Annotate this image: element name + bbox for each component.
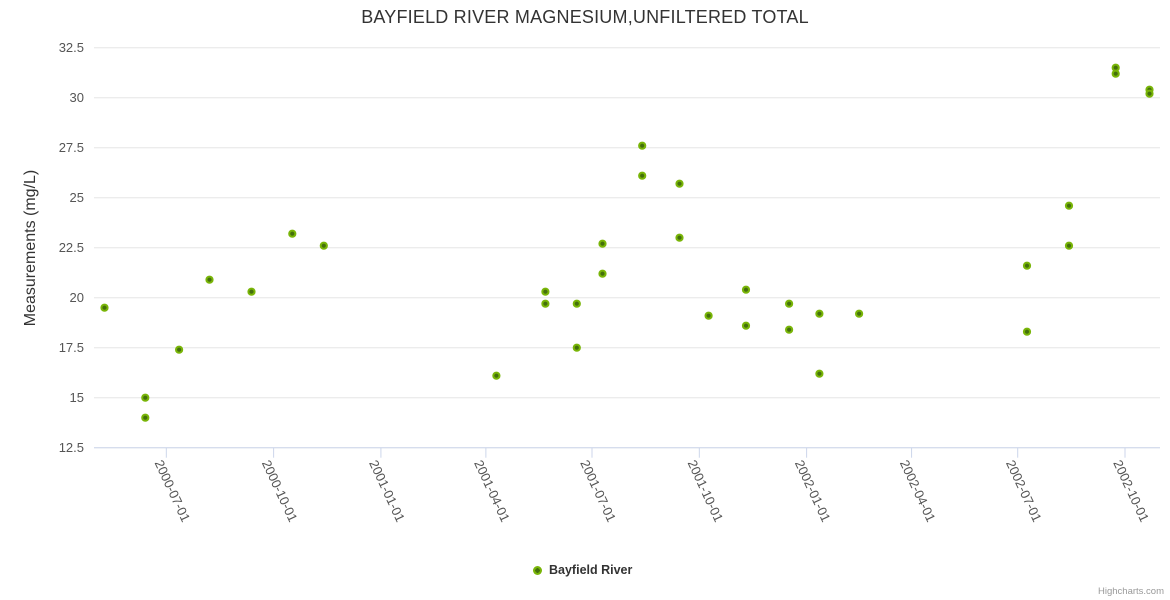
- data-point[interactable]: [741, 321, 751, 330]
- data-point[interactable]: [572, 343, 581, 352]
- highcharts-credits-link[interactable]: Highcharts.com: [1098, 586, 1164, 597]
- data-point[interactable]: [815, 369, 824, 378]
- data-point[interactable]: [141, 413, 150, 422]
- data-point[interactable]: [1064, 241, 1074, 250]
- data-point[interactable]: [1145, 89, 1154, 98]
- data-point[interactable]: [785, 325, 794, 334]
- data-point[interactable]: [492, 371, 501, 380]
- data-point[interactable]: [288, 229, 297, 238]
- data-point[interactable]: [741, 285, 751, 294]
- x-axis-tick-label: 2002-04-01: [897, 458, 939, 525]
- data-point[interactable]: [1111, 69, 1120, 78]
- y-axis-tick-label: 32.5: [59, 40, 84, 55]
- x-axis-tick-label: 2000-10-01: [259, 458, 301, 525]
- chart-title: BAYFIELD RIVER MAGNESIUM,UNFILTERED TOTA…: [361, 7, 809, 27]
- x-axis-tick-label: 2000-07-01: [152, 458, 194, 525]
- data-point[interactable]: [638, 141, 647, 150]
- data-point[interactable]: [1064, 201, 1074, 210]
- data-point[interactable]: [704, 311, 713, 320]
- data-point[interactable]: [1022, 327, 1032, 336]
- y-axis-tick-label: 20: [70, 290, 84, 305]
- data-point[interactable]: [205, 275, 214, 284]
- data-point[interactable]: [785, 299, 794, 308]
- x-axis-tick-label: 2002-10-01: [1110, 458, 1152, 525]
- series-marker-icon: [533, 565, 542, 575]
- data-point[interactable]: [572, 299, 581, 308]
- data-point[interactable]: [1022, 261, 1032, 270]
- x-axis-tick-label: 2001-04-01: [471, 458, 513, 525]
- y-axis-tick-label: 17.5: [59, 340, 84, 355]
- data-point[interactable]: [319, 241, 328, 250]
- x-axis-tick-label: 2002-01-01: [792, 458, 834, 525]
- data-point[interactable]: [598, 269, 607, 278]
- x-axis-tick-label: 2001-07-01: [577, 458, 619, 525]
- data-point[interactable]: [675, 179, 684, 188]
- legend-item[interactable]: Bayfield River: [533, 563, 632, 577]
- data-point[interactable]: [100, 303, 109, 312]
- data-point[interactable]: [175, 345, 184, 354]
- y-axis-tick-label: 22.5: [59, 240, 84, 255]
- y-axis-tick-label: 12.5: [59, 440, 84, 455]
- y-axis-tick-label: 30: [70, 90, 84, 105]
- legend-series-label: Bayfield River: [549, 563, 633, 577]
- data-point[interactable]: [247, 287, 256, 296]
- data-point[interactable]: [598, 239, 607, 248]
- data-point[interactable]: [855, 309, 864, 318]
- data-point[interactable]: [541, 299, 550, 308]
- x-axis-tick-label: 2001-10-01: [685, 458, 727, 525]
- data-point[interactable]: [815, 309, 824, 318]
- x-axis-tick-label: 2002-07-01: [1003, 458, 1045, 525]
- y-axis-tick-label: 27.5: [59, 140, 84, 155]
- data-point[interactable]: [675, 233, 684, 242]
- y-axis-tick-label: 15: [70, 390, 84, 405]
- y-axis-tick-label: 25: [70, 190, 84, 205]
- data-point[interactable]: [638, 171, 647, 180]
- x-axis-tick-label: 2001-01-01: [366, 458, 408, 525]
- data-point[interactable]: [141, 393, 150, 402]
- data-point[interactable]: [541, 287, 550, 296]
